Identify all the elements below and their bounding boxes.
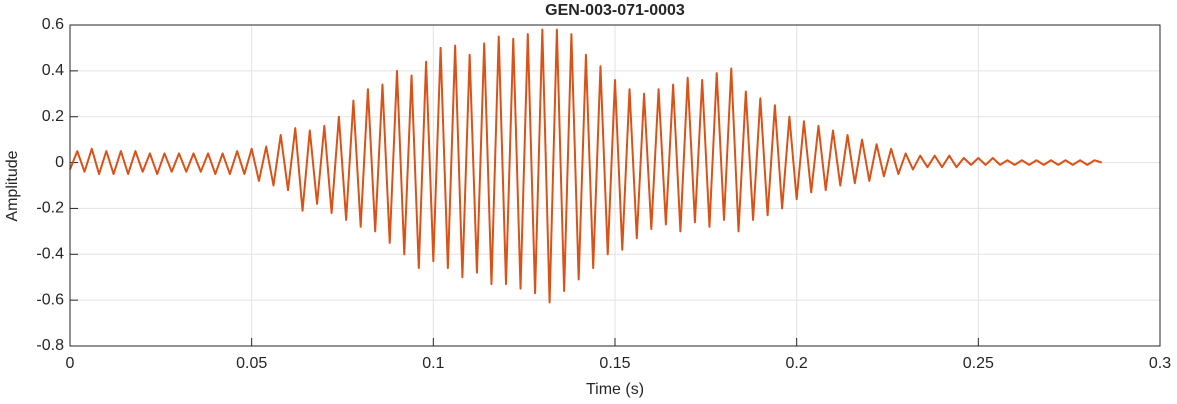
y-tick-label: 0.6 bbox=[42, 16, 64, 33]
plot-frame bbox=[69, 24, 1161, 347]
y-tick-label: -0.8 bbox=[36, 337, 64, 354]
y-tick-label: 0 bbox=[55, 154, 64, 171]
x-axis-label: Time (s) bbox=[586, 381, 644, 398]
y-tick-label: -0.6 bbox=[36, 291, 64, 308]
x-tick-label: 0.25 bbox=[963, 355, 994, 372]
chart-title: GEN-003-071-0003 bbox=[545, 2, 685, 19]
waveform-line bbox=[69, 28, 1103, 304]
x-tick-label: 0.2 bbox=[786, 355, 808, 372]
y-axis-label: Amplitude bbox=[4, 150, 21, 221]
y-tick-label: 0.2 bbox=[42, 108, 64, 125]
x-tick-label: 0.3 bbox=[1149, 355, 1171, 372]
x-tick-label: 0.05 bbox=[236, 355, 267, 372]
x-tick-label: 0 bbox=[66, 355, 75, 372]
y-tick-label: -0.2 bbox=[36, 200, 64, 217]
x-tick-label: 0.15 bbox=[599, 355, 630, 372]
x-tick-label: 0.1 bbox=[422, 355, 444, 372]
y-tick-label: -0.4 bbox=[36, 246, 64, 263]
y-tick-label: 0.4 bbox=[42, 62, 64, 79]
